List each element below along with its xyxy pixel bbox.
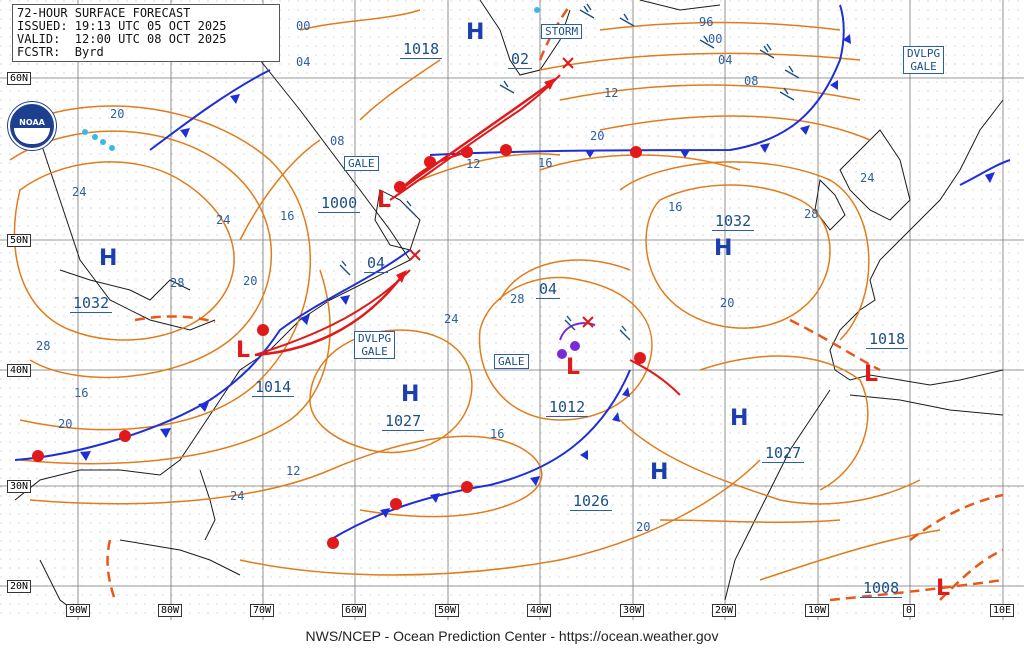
lat-label-60n: 60N: [7, 72, 32, 85]
forecast-header: 72-HOUR SURFACE FORECAST ISSUED: 19:13 U…: [12, 4, 280, 62]
occluded-front-symbols: [557, 341, 580, 359]
isobar-label: 00: [296, 19, 310, 33]
isobar-label: 12: [466, 157, 480, 171]
storm-tracks: [254, 78, 556, 357]
ice-edge: [82, 7, 540, 151]
isobar-label: 24: [444, 312, 458, 326]
lon-label-40w: 40W: [527, 604, 552, 617]
isobar-label: 20: [720, 296, 734, 310]
isobar-label: 16: [490, 427, 504, 441]
lon-label-90w: 90W: [66, 604, 91, 617]
pressure-value: 04: [364, 254, 389, 273]
pressure-value: 1032: [70, 294, 113, 313]
storm-track-arrowheads: [396, 78, 556, 283]
isobar-label: 28: [510, 292, 524, 306]
low-symbol: L: [566, 355, 581, 380]
isobar-label: 96: [699, 15, 713, 29]
storm-warning-tag[interactable]: STORM: [541, 24, 583, 39]
isobar-label: 04: [296, 55, 310, 69]
pressure-value: 02: [508, 50, 533, 69]
wind-barbs: [339, 3, 800, 341]
isobar-label: 28: [36, 339, 50, 353]
lat-label-40n: 40N: [7, 364, 32, 377]
isobar-label: 20: [58, 417, 72, 431]
lon-label-70w: 70W: [250, 604, 275, 617]
low-symbol: L: [936, 576, 951, 601]
lat-label-20n: 20N: [7, 580, 32, 593]
isobar-label: 04: [718, 53, 732, 67]
lon-label-60w: 60W: [342, 604, 367, 617]
gale-warning-tag-central[interactable]: GALE: [494, 354, 529, 369]
low-symbol: L: [236, 338, 251, 363]
isobar-label: 16: [538, 156, 552, 170]
high-symbol: H: [730, 406, 749, 431]
isobar-label: 20: [590, 129, 604, 143]
pressure-value: 1027: [762, 444, 805, 463]
high-symbol: H: [99, 246, 118, 271]
isobar-label: 12: [286, 464, 300, 478]
pressure-value: 1012: [546, 398, 589, 417]
isobar-label: 24: [860, 171, 874, 185]
high-symbol: H: [401, 382, 420, 407]
lon-label-10e: 10E: [990, 604, 1015, 617]
header-title: 72-HOUR SURFACE FORECAST: [17, 6, 191, 20]
isobars: [9, 9, 941, 581]
isobar-label: 20: [636, 520, 650, 534]
high-symbol: H: [466, 20, 485, 45]
gale-warning-tag[interactable]: GALE: [344, 156, 379, 171]
isobar-label: 08: [744, 74, 758, 88]
pressure-value: 1018: [400, 40, 443, 59]
lon-label-20w: 20W: [712, 604, 737, 617]
lat-label-30n: 30N: [7, 480, 32, 493]
lon-label-50w: 50W: [435, 604, 460, 617]
cold-fronts: [14, 4, 1011, 541]
isobar-label: 24: [216, 213, 230, 227]
isobar-label: 00: [708, 32, 722, 46]
lon-label-10w: 10W: [805, 604, 830, 617]
isobar-label: 16: [280, 209, 294, 223]
isobar-labels: 00 04 08 12 16 20 24 28 96 00 04 08 12 1…: [36, 15, 874, 534]
pressure-value: 1008: [860, 579, 903, 598]
high-symbol: H: [650, 460, 669, 485]
developing-gale-tag[interactable]: DVLPG GALE: [354, 331, 396, 359]
pressure-value: 04: [536, 280, 561, 299]
developing-gale-tag-europe[interactable]: DVLPG GALE: [903, 46, 945, 74]
lat-label-50n: 50N: [7, 234, 32, 247]
pressure-value: 1032: [712, 212, 755, 231]
future-position-markers: [409, 57, 594, 328]
noaa-logo: NOAA: [8, 102, 56, 150]
isobar-label: 08: [330, 134, 344, 148]
header-forecaster: FCSTR: Byrd: [17, 45, 104, 59]
isobar-label: 16: [668, 200, 682, 214]
graticule: [0, 0, 1024, 620]
cold-front-barbs: [80, 34, 995, 518]
lon-label-0: 0: [903, 604, 916, 617]
isobar-label: 20: [243, 274, 257, 288]
pressure-value: 1026: [570, 492, 613, 511]
low-symbol: L: [864, 362, 879, 387]
high-symbol: H: [714, 236, 733, 261]
isobar-label: 24: [230, 489, 244, 503]
pressure-value: 1000: [318, 194, 361, 213]
isobar-label: 28: [804, 207, 818, 221]
lon-label-80w: 80W: [158, 604, 183, 617]
isobar-label: 24: [72, 185, 86, 199]
pressure-value: 1027: [382, 412, 425, 431]
dot-grid: [0, 0, 1024, 620]
pressure-value: 1014: [252, 378, 295, 397]
isobar-label: 12: [604, 86, 618, 100]
isobar-label: 16: [74, 386, 88, 400]
warm-front-bumps: [32, 144, 646, 549]
footer-credit: NWS/NCEP - Ocean Prediction Center - htt…: [305, 628, 719, 644]
header-issued: ISSUED: 19:13 UTC 05 OCT 2025: [17, 19, 227, 33]
isobar-label: 28: [170, 276, 184, 290]
low-symbol: L: [377, 188, 392, 213]
isobar-label: 20: [110, 107, 124, 121]
lon-label-30w: 30W: [620, 604, 645, 617]
pressure-value: 1018: [866, 330, 909, 349]
header-valid: VALID: 12:00 UTC 08 OCT 2025: [17, 32, 227, 46]
